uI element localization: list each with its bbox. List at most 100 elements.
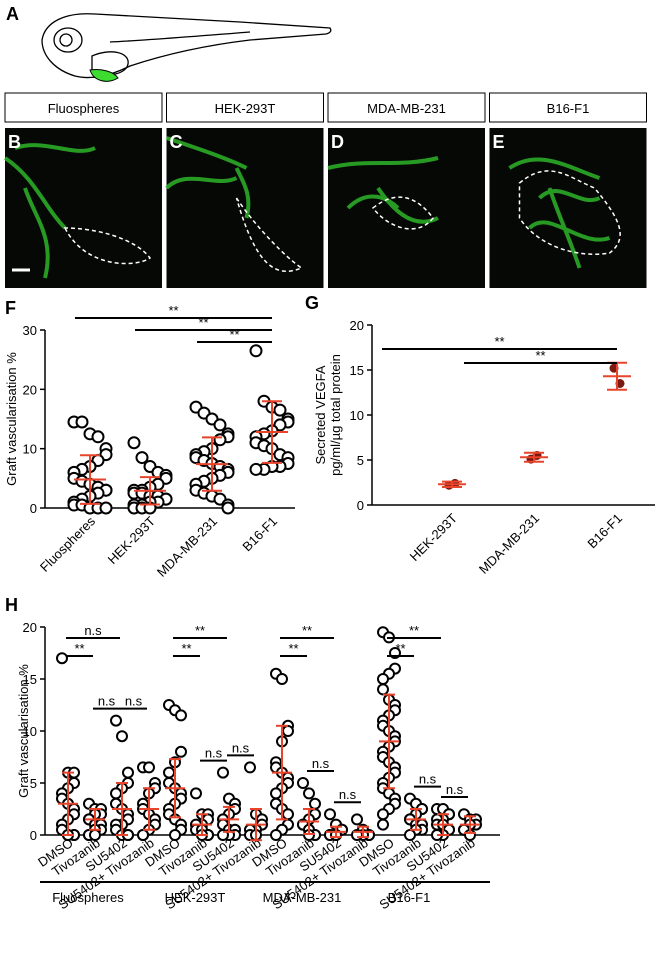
panel-letter: F xyxy=(5,298,16,318)
data-point xyxy=(91,430,105,444)
y-axis-label: Graft vascularisation % xyxy=(4,352,19,486)
data-point xyxy=(309,797,321,810)
significance-label: ** xyxy=(229,327,239,342)
data-point xyxy=(137,829,149,841)
significance-label: ** xyxy=(198,315,208,330)
data-point xyxy=(213,418,227,432)
image-title-box xyxy=(489,92,647,123)
data-point xyxy=(56,652,68,665)
data-point xyxy=(169,829,181,841)
y-tick-label: 0 xyxy=(30,501,37,516)
y-tick-label: 10 xyxy=(23,442,37,457)
data-point xyxy=(213,433,227,447)
data-point xyxy=(377,808,389,821)
panel-letter: H xyxy=(5,595,18,615)
y-tick-label: 20 xyxy=(23,620,37,635)
graft-outline xyxy=(63,227,152,265)
data-point xyxy=(116,730,128,743)
image-title: B16-F1 xyxy=(547,101,590,116)
y-tick-label: 0 xyxy=(30,828,37,843)
zebrafish-sketch xyxy=(41,13,332,79)
vessels xyxy=(165,136,251,219)
image-title: MDA-MB-231 xyxy=(367,101,446,116)
data-point xyxy=(175,745,187,758)
data-point xyxy=(127,436,141,450)
data-point xyxy=(99,501,113,515)
group-label: HEK-293T xyxy=(165,890,226,905)
x-tick-label: Fluospheres xyxy=(37,513,99,575)
significance-label: n.s xyxy=(98,694,116,709)
x-tick-label: B16-F1 xyxy=(239,514,280,555)
significance-label: ** xyxy=(288,641,298,656)
y-tick-label: 30 xyxy=(23,323,37,338)
data-point xyxy=(270,787,282,800)
micrograph xyxy=(328,128,485,288)
significance-label: ** xyxy=(74,641,84,656)
micrograph-content xyxy=(508,157,621,269)
micrograph-content xyxy=(327,156,439,230)
image-title-box xyxy=(4,92,163,123)
data-point xyxy=(217,766,229,779)
data-point xyxy=(276,673,288,685)
micrograph xyxy=(166,128,324,288)
image-title-box xyxy=(166,92,324,123)
vessels xyxy=(508,157,611,269)
data-point xyxy=(351,813,363,826)
data-point xyxy=(110,787,122,800)
significance-label: ** xyxy=(168,303,178,318)
y-axis-label: Secreted VEGFA xyxy=(313,365,328,464)
y-tick-label: 20 xyxy=(23,382,37,397)
data-point xyxy=(249,462,263,476)
x-tick-label: MDA-MB-231 xyxy=(476,511,542,577)
significance-label: n.s xyxy=(446,782,464,797)
panel-letter: E xyxy=(493,132,505,152)
y-axis-label: Graft vascularisation % xyxy=(16,664,31,798)
y-tick-label: 0 xyxy=(357,498,364,513)
data-point xyxy=(324,808,336,821)
y-tick-label: 5 xyxy=(30,776,37,791)
data-point xyxy=(282,808,294,821)
y-tick-label: 10 xyxy=(350,408,364,423)
significance-label: n.s xyxy=(125,694,143,709)
x-tick-label: HEK-293T xyxy=(407,510,461,564)
group-label: MDA-MB-231 xyxy=(263,890,342,905)
y-axis-label: pg/ml/µg total protein xyxy=(328,354,343,476)
panel-letter: A xyxy=(6,4,19,24)
vessels xyxy=(327,156,439,224)
y-tick-label: 10 xyxy=(23,724,37,739)
data-point xyxy=(75,415,89,429)
graft-outline xyxy=(518,170,621,255)
data-point xyxy=(249,344,263,358)
data-point xyxy=(282,725,294,737)
data-point xyxy=(89,829,101,841)
significance-label: ** xyxy=(181,641,191,656)
significance-label: n.s xyxy=(419,772,437,787)
data-point xyxy=(135,451,149,465)
data-point xyxy=(377,818,389,831)
data-point xyxy=(244,761,256,774)
panel-letter: C xyxy=(170,132,183,152)
image-title: HEK-293T xyxy=(215,101,276,116)
x-tick-label: HEK-293T xyxy=(105,513,159,567)
x-tick-label: B16-F1 xyxy=(584,511,625,552)
data-point xyxy=(377,683,389,696)
panel-letter: G xyxy=(305,293,319,313)
significance-label: n.s xyxy=(339,787,357,802)
significance-label: ** xyxy=(409,623,419,638)
significance-label: ** xyxy=(195,623,205,638)
significance-label: n.s xyxy=(84,623,102,638)
vessels xyxy=(3,143,96,279)
data-point xyxy=(221,501,235,515)
significance-label: ** xyxy=(395,641,405,656)
data-point xyxy=(143,761,155,774)
image-panels: Fluospheres B HEK-293T C MDA-MB-231 D B16-F1 E xyxy=(3,92,647,288)
data-point xyxy=(122,766,134,779)
y-tick-label: 15 xyxy=(23,672,37,687)
data-point xyxy=(175,709,187,722)
significance-label: ** xyxy=(494,334,504,349)
data-point xyxy=(297,777,309,789)
y-tick-label: 5 xyxy=(357,453,364,468)
significance-label: n.s xyxy=(205,746,223,761)
